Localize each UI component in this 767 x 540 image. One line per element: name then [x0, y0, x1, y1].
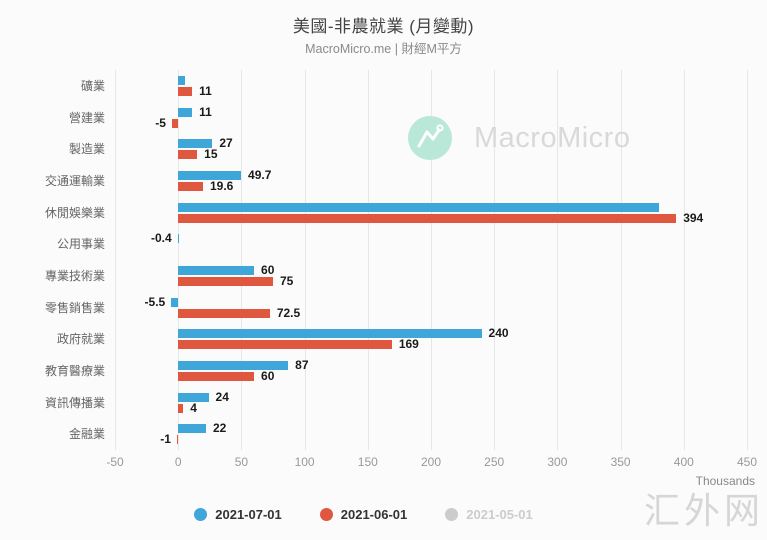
x-tick-label: 350 [610, 455, 631, 469]
gridline [620, 70, 622, 450]
value-label: 240 [488, 326, 509, 341]
bar-2021-06-01-資訊傳播業 [178, 403, 184, 413]
x-tick-label: 200 [420, 455, 442, 469]
x-tick-label: 0 [174, 455, 182, 469]
bar-2021-07-01-金融業 [178, 424, 206, 434]
legend-item-2021-07-01[interactable]: 2021-07-01 [194, 507, 282, 522]
bar-2021-06-01-休閒娛樂業 [178, 213, 677, 223]
legend-dot-icon [445, 508, 459, 521]
bar-2021-07-01-政府就業 [178, 329, 482, 339]
gridline [557, 70, 559, 450]
value-label: 49.7 [248, 167, 272, 182]
brand-watermark-text: MacroMicro [474, 121, 631, 154]
value-label: 4 [190, 400, 197, 415]
bar-2021-06-01-教育醫療業 [178, 371, 255, 381]
macromicro-logo-icon [408, 116, 452, 160]
category-label: 資訊傳播業 [44, 395, 105, 410]
legend-label: 2021-06-01 [340, 507, 408, 522]
bar-2021-07-01-零售銷售業 [171, 297, 179, 307]
gridline [115, 70, 116, 450]
value-label: 11 [199, 104, 212, 119]
value-label: 22 [213, 421, 227, 436]
value-label: -5.5 [144, 294, 166, 309]
gridline [431, 70, 432, 450]
legend-label: 2021-07-01 [215, 507, 282, 522]
value-label: 87 [295, 357, 309, 372]
x-tick-label: 250 [484, 455, 505, 469]
value-label: 27 [219, 136, 233, 151]
value-label: 24 [215, 389, 229, 404]
x-tick-label: 300 [547, 455, 568, 469]
axis-unit-label: Thousands [695, 474, 755, 488]
category-label: 零售銷售業 [44, 300, 105, 315]
bar-2021-06-01-金融業 [176, 435, 179, 445]
bar-2021-07-01-教育醫療業 [178, 360, 289, 370]
gridline [304, 70, 306, 450]
gridline [178, 70, 180, 450]
value-label: 72.5 [276, 305, 301, 320]
bar-2021-06-01-專業技術業 [178, 276, 273, 286]
bar-2021-07-01-營建業 [178, 107, 193, 117]
bar-2021-07-01-專業技術業 [178, 265, 255, 275]
category-label: 製造業 [68, 142, 105, 157]
bar-2021-06-01-政府就業 [178, 340, 392, 350]
value-label: 60 [261, 368, 275, 383]
value-label: 19.6 [209, 178, 234, 193]
gridline [367, 70, 369, 450]
bar-2021-07-01-休閒娛樂業 [178, 202, 659, 212]
x-tick-label: 50 [234, 455, 249, 469]
value-label: 11 [199, 83, 212, 98]
bar-2021-06-01-零售銷售業 [178, 308, 270, 318]
value-label: -1 [160, 432, 171, 447]
category-label: 專業技術業 [44, 268, 105, 283]
category-label: 教育醫療業 [44, 363, 105, 378]
bar-2021-06-01-礦業 [178, 86, 193, 96]
gridline [683, 70, 685, 450]
bar-2021-07-01-公用事業 [177, 234, 179, 244]
legend-item-2021-06-01[interactable]: 2021-06-01 [319, 507, 408, 522]
bar-2021-07-01-製造業 [178, 139, 213, 149]
gridline [241, 70, 243, 450]
legend: 2021-07-01 2021-06-01 2021-05-01 [0, 507, 767, 522]
x-tick-label: -50 [106, 455, 124, 469]
category-label: 公用事業 [56, 237, 105, 252]
legend-dot-icon [194, 508, 208, 521]
category-label: 礦業 [80, 78, 105, 93]
bar-2021-07-01-資訊傳播業 [178, 392, 209, 402]
legend-label: 2021-05-01 [466, 507, 533, 522]
category-label: 金融業 [68, 427, 105, 442]
value-label: 75 [280, 273, 294, 288]
category-label: 營建業 [68, 110, 105, 125]
legend-item-2021-05-01[interactable]: 2021-05-01 [445, 507, 533, 522]
value-label: -0.4 [151, 231, 172, 246]
bar-2021-07-01-礦業 [178, 75, 185, 85]
value-label: 15 [204, 147, 218, 162]
x-tick-label: 150 [357, 455, 378, 469]
gridline [494, 70, 496, 450]
bar-2021-07-01-交通運輸業 [178, 170, 241, 180]
category-label: 政府就業 [56, 332, 105, 347]
legend-dot-icon [319, 508, 333, 521]
gridline [747, 70, 748, 450]
value-label: 169 [398, 337, 419, 352]
chart-subtitle: MacroMicro.me | 財經M平方 [305, 42, 462, 56]
category-label: 休閒娛樂業 [44, 205, 105, 220]
value-label: -5 [155, 115, 166, 130]
category-label: 交通運輸業 [44, 173, 105, 188]
brand-watermark: MacroMicro [408, 116, 630, 160]
bar-2021-06-01-交通運輸業 [178, 181, 203, 191]
x-tick-label: 450 [736, 455, 758, 469]
bar-2021-06-01-製造業 [178, 150, 198, 160]
x-tick-label: 100 [294, 455, 315, 469]
value-label: 394 [683, 210, 704, 225]
value-label: 60 [261, 262, 275, 277]
x-tick-label: 400 [673, 455, 694, 469]
bar-2021-06-01-營建業 [171, 118, 179, 128]
chart-title: 美國-非農就業 (月變動) [292, 17, 475, 36]
